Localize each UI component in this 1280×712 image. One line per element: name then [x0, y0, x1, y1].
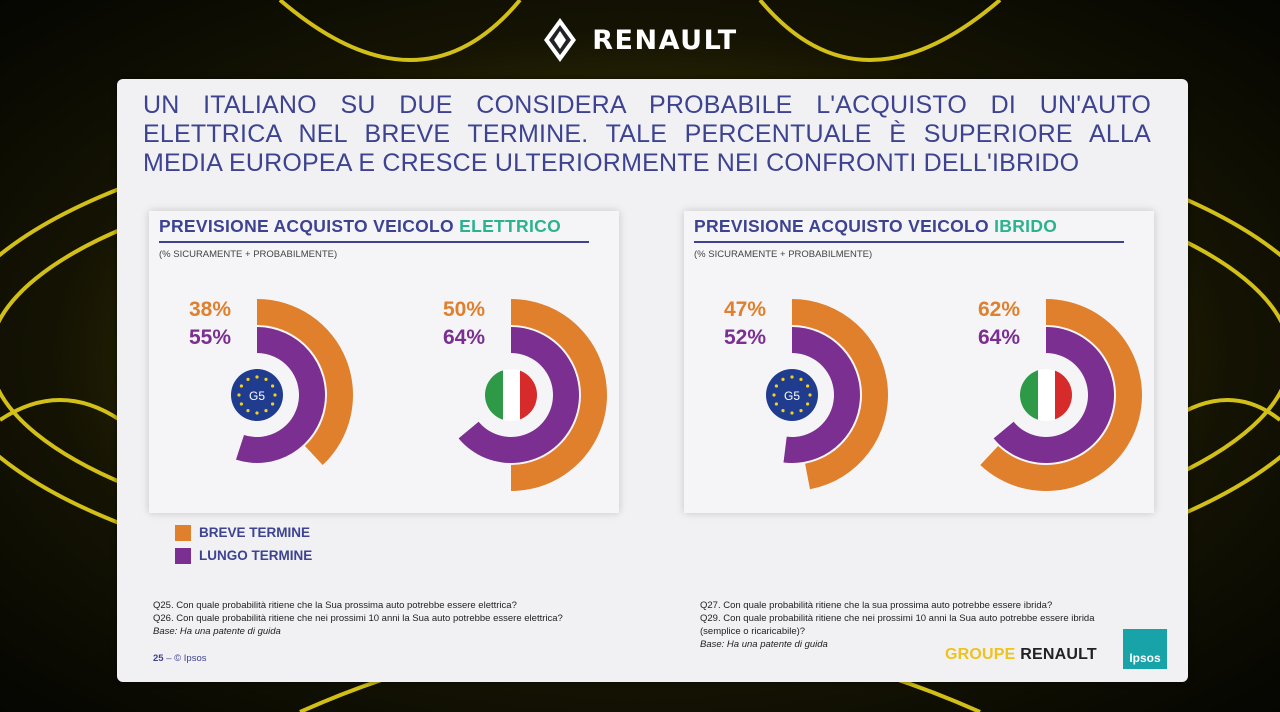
panel-rule	[694, 241, 1124, 243]
notes-right: Q27. Con quale probabilità ritiene che l…	[700, 599, 1095, 651]
value-short-g5: 38%	[189, 298, 231, 321]
note-q25: Q25. Con quale probabilità ritiene che l…	[153, 600, 517, 611]
g5-label: G5	[249, 389, 265, 403]
panel-title-highlight: IBRIDO	[994, 216, 1058, 236]
note-q26: Q26. Con quale probabilità ritiene che n…	[153, 613, 563, 624]
eu-star-icon	[246, 377, 250, 382]
eu-star-icon	[255, 411, 259, 415]
panel-title: PREVISIONE ACQUISTO VEICOLO IBRIDO	[694, 216, 1057, 237]
headline: UN ITALIANO SU DUE CONSIDERA PROBABILE L…	[143, 91, 1151, 177]
groupe-renault-logo: GROUPE RENAULT	[945, 646, 1097, 664]
eu-star-icon	[264, 408, 268, 413]
radial-group-g5: G5 38% 55%	[189, 298, 353, 465]
panel-subtitle: (% SICURAMENTE + PROBABILMENTE)	[694, 249, 873, 260]
slide: UN ITALIANO SU DUE CONSIDERA PROBABILE L…	[117, 79, 1188, 682]
header: RENAULT	[0, 12, 1280, 68]
page-number: 25 – © Ipsos	[153, 653, 207, 664]
eu-star-icon	[772, 393, 776, 397]
eu-flag-icon	[766, 369, 818, 421]
notes-left: Q25. Con quale probabilità ritiene che l…	[153, 599, 563, 638]
legend-label-short: BREVE TERMINE	[199, 525, 311, 540]
panel-title-prefix: PREVISIONE ACQUISTO VEICOLO	[694, 216, 995, 236]
note-q27: Q27. Con quale probabilità ritiene che l…	[700, 600, 1053, 611]
panel-ibrido: PREVISIONE ACQUISTO VEICOLO IBRIDO (% SI…	[684, 211, 1154, 513]
eu-star-icon	[270, 384, 275, 388]
italy-flag-icon	[1020, 369, 1072, 421]
eu-star-icon	[255, 375, 259, 379]
legend-item-short: BREVE TERMINE	[175, 521, 312, 544]
eu-star-icon	[805, 384, 810, 388]
radial-group-italia: 50% 64%	[443, 298, 607, 491]
legend: BREVE TERMINE LUNGO TERMINE	[175, 521, 312, 567]
eu-star-icon	[781, 377, 785, 382]
arc-long-g5	[783, 327, 860, 463]
renault-logo-icon	[544, 18, 577, 62]
arc-short-g5	[792, 299, 889, 490]
g5-label: G5	[784, 389, 800, 403]
value-short-italia: 50%	[443, 298, 485, 321]
renault-word: RENAULT	[1020, 646, 1097, 663]
eu-star-icon	[774, 402, 779, 406]
value-short-italia: 62%	[978, 298, 1020, 321]
arc-short-italia	[980, 299, 1142, 491]
radial-group-italia: 62% 64%	[978, 298, 1142, 491]
arc-long-italia	[458, 327, 579, 463]
eu-star-icon	[264, 377, 268, 382]
groupe-word: GROUPE	[945, 646, 1016, 663]
eu-star-icon	[799, 377, 803, 382]
note-q29: Q29. Con quale probabilità ritiene che n…	[700, 613, 1095, 624]
arc-long-italia	[993, 327, 1114, 463]
legend-item-long: LUNGO TERMINE	[175, 544, 312, 567]
panel-title-highlight: ELETTRICO	[459, 216, 561, 236]
brand-name: RENAULT	[592, 24, 738, 56]
note-base: Base: Ha una patente di guida	[153, 626, 281, 637]
panel-rule	[159, 241, 589, 243]
value-short-g5: 47%	[724, 298, 766, 321]
arc-short-g5	[257, 299, 353, 465]
eu-star-icon	[781, 408, 785, 413]
arc-short-italia	[511, 299, 607, 491]
panel-title: PREVISIONE ACQUISTO VEICOLO ELETTRICO	[159, 216, 561, 237]
eu-star-icon	[805, 402, 810, 406]
ipsos-logo: Ipsos	[1123, 629, 1167, 669]
panel-title-prefix: PREVISIONE ACQUISTO VEICOLO	[159, 216, 460, 236]
value-long-g5: 55%	[189, 326, 231, 349]
page-number-value: 25	[153, 653, 164, 664]
eu-star-icon	[774, 384, 779, 388]
eu-star-icon	[237, 393, 241, 397]
value-long-italia: 64%	[978, 326, 1020, 349]
eu-star-icon	[790, 411, 794, 415]
value-long-g5: 52%	[724, 326, 766, 349]
copyright: © Ipsos	[174, 653, 207, 664]
arc-long-g5	[235, 327, 325, 463]
chart-ibrido: G5 47% 52% 62% 64%	[724, 298, 1142, 491]
italy-flag-icon	[485, 369, 537, 421]
eu-star-icon	[239, 402, 244, 406]
eu-star-icon	[239, 384, 244, 388]
eu-star-icon	[790, 375, 794, 379]
legend-label-long: LUNGO TERMINE	[199, 548, 313, 563]
radial-group-g5: G5 47% 52%	[724, 298, 889, 490]
eu-star-icon	[808, 393, 812, 397]
chart-elettrico: G5 38% 55% 50% 64%	[189, 298, 607, 491]
note-q29b: (semplice o ricaricabile)?	[700, 626, 806, 637]
eu-star-icon	[246, 408, 250, 413]
eu-star-icon	[273, 393, 277, 397]
eu-star-icon	[270, 402, 275, 406]
panel-subtitle: (% SICURAMENTE + PROBABILMENTE)	[159, 249, 338, 260]
value-long-italia: 64%	[443, 326, 485, 349]
legend-swatch-short	[175, 524, 191, 541]
eu-star-icon	[799, 408, 803, 413]
panel-elettrico: PREVISIONE ACQUISTO VEICOLO ELETTRICO (%…	[149, 211, 619, 513]
eu-flag-icon	[231, 369, 283, 421]
legend-swatch-long	[175, 547, 191, 564]
note-base: Base: Ha una patente di guida	[700, 639, 828, 650]
